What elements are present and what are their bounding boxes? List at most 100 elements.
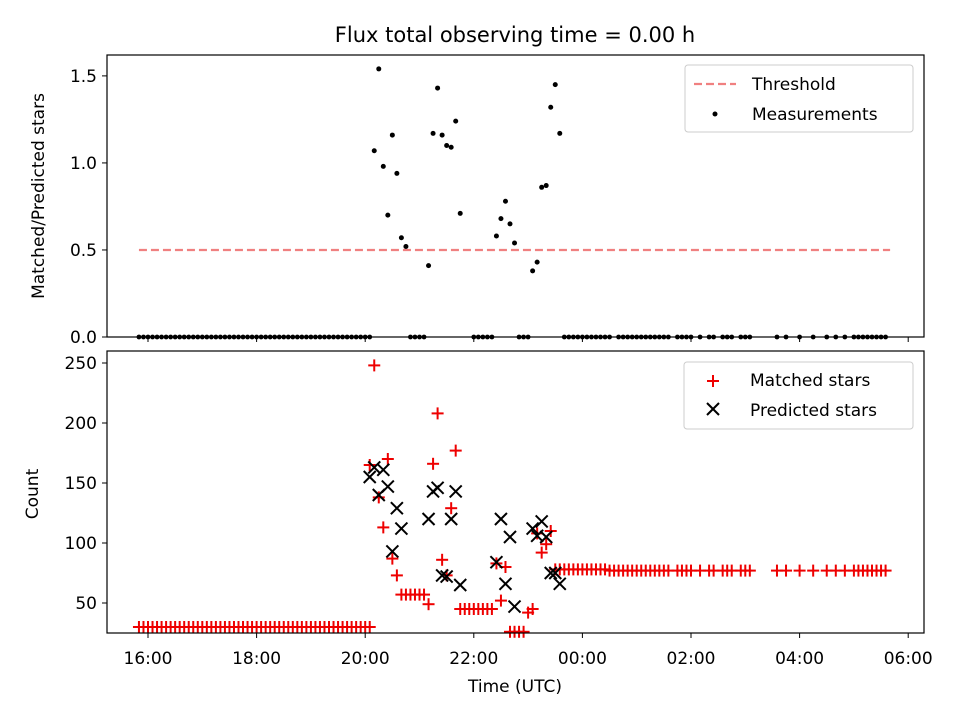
matched-star-point (431, 407, 444, 420)
matched-star-point (436, 553, 449, 566)
matched-star-point (449, 444, 462, 457)
matched-star-point (363, 621, 376, 633)
measurement-point (507, 221, 513, 227)
predicted-star-point (507, 599, 522, 614)
measurement-point (426, 263, 432, 269)
bottom-y-tick-label: 100 (65, 534, 97, 554)
predicted-star-point (394, 521, 409, 536)
predicted-star-point (435, 568, 449, 583)
top-y-tick-label: 0.0 (70, 328, 97, 348)
x-tick-label: 22:00 (449, 649, 498, 669)
measurement-point (439, 132, 445, 138)
bottom-y-axis-label: Count (23, 468, 43, 519)
matched-star-point (390, 569, 403, 582)
measurement-point (394, 170, 400, 176)
measurement-point (498, 216, 504, 222)
figure-title: Flux total observing time = 0.00 h (335, 23, 695, 47)
x-tick-label: 16:00 (124, 649, 173, 669)
matched-star-point (599, 563, 612, 576)
predicted-star-point (381, 479, 395, 494)
measurement-point (435, 85, 441, 91)
matched-star-point (363, 459, 376, 471)
matched-star-point (780, 564, 793, 577)
top-plot-panel: 0.0 0.5 1.0 1.5 Matched/Predicted stars Thr… (29, 54, 925, 348)
bottom-plot-panel: 50 100 150 200 250 16:00 18:00 20:00 22:00 00:00… (23, 350, 933, 669)
bottom-y-ticks: 50 100 150 200 250 (65, 354, 107, 614)
measurement-point (512, 240, 518, 246)
measurement-point (502, 198, 508, 204)
predicted-star-point (453, 578, 467, 592)
matched-star-point (544, 525, 557, 537)
measurement-point (453, 118, 459, 124)
x-tick-label: 00:00 (558, 649, 607, 669)
measurement-point (534, 259, 540, 265)
x-tick-label: 06:00 (884, 649, 933, 669)
legend-threshold-label: Threshold (751, 75, 836, 95)
predicted-star-point (494, 512, 508, 526)
measurement-point (371, 148, 377, 154)
bottom-plot-marks (132, 359, 892, 638)
predicted-star-point (525, 521, 540, 536)
x-tick-label: 04:00 (775, 649, 824, 669)
bottom-legend: Matched stars Predicted stars (683, 361, 914, 430)
matched-star-point (879, 564, 892, 577)
matched-star-point (485, 603, 498, 615)
measurement-point (430, 130, 436, 136)
legend-matched-swatch (707, 375, 719, 387)
legend-matched-label: Matched stars (750, 371, 870, 391)
x-axis-label: Time (UTC) (467, 677, 562, 697)
predicted-star-point (444, 512, 458, 526)
matched-star-point (793, 564, 806, 577)
measurement-point (457, 210, 463, 216)
predicted-star-point (489, 555, 504, 569)
measurement-point (548, 104, 554, 110)
measurement-point (385, 212, 391, 218)
top-legend-box (684, 64, 914, 133)
top-y-tick-label: 0.5 (70, 241, 97, 261)
top-y-axis-label: Matched/Predicted stars (29, 93, 49, 299)
predicted-star-point (503, 530, 517, 544)
matched-star-point (427, 457, 440, 470)
measurement-point (398, 235, 404, 241)
bottom-y-tick-label: 200 (65, 414, 97, 434)
legend-measurements-label: Measurements (752, 105, 878, 125)
matched-star-point (540, 538, 553, 551)
measurement-point (530, 268, 536, 274)
measurement-point (376, 66, 382, 72)
bottom-x-ticks: 16:00 18:00 20:00 22:00 00:00 02:00 04:00 06:00 (124, 633, 933, 669)
predicted-star-point (544, 566, 558, 580)
predicted-star-point (421, 512, 436, 526)
bottom-y-tick-label: 250 (65, 354, 97, 374)
predicted-star-point (363, 470, 377, 484)
predicted-star-point (448, 484, 463, 499)
measurement-point (444, 143, 450, 149)
predicted-star-point (439, 569, 454, 584)
predicted-star-point (548, 566, 562, 580)
predicted-star-point (376, 463, 391, 477)
matched-star-point (526, 603, 539, 615)
measurement-point (539, 184, 545, 190)
predicted-star-point (430, 481, 445, 495)
x-tick-label: 02:00 (667, 649, 716, 669)
matched-star-point (377, 521, 390, 534)
predicted-star-point (498, 577, 513, 591)
measurement-point (389, 132, 395, 138)
matched-star-point (535, 546, 548, 559)
measurement-point (448, 144, 454, 150)
matched-star-point (494, 594, 507, 607)
matched-star-point (445, 502, 458, 515)
top-legend: Threshold Measurements (684, 64, 914, 133)
bottom-y-tick-label: 50 (75, 594, 97, 614)
measurement-point (557, 130, 563, 136)
legend-predicted-label: Predicted stars (750, 401, 877, 421)
matched-star-point (517, 625, 530, 638)
legend-measurements-swatch (712, 111, 718, 117)
matched-star-point (807, 564, 820, 577)
legend-predicted-swatch (706, 402, 720, 416)
predicted-star-point (539, 530, 553, 544)
top-x-ticks (147, 337, 909, 342)
matched-star-point (422, 598, 435, 611)
matched-star-point (386, 552, 399, 565)
measurement-point (403, 243, 409, 249)
